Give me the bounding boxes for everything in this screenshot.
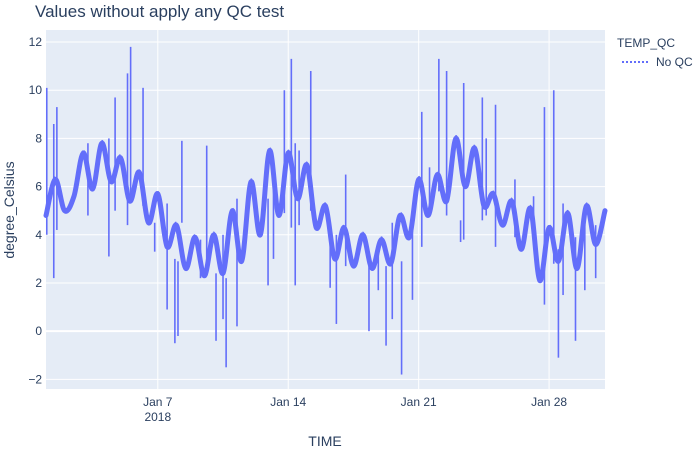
y-tick-label: 2 xyxy=(35,276,42,290)
y-tick-label: −2 xyxy=(28,372,42,386)
x-tick-label: Jan 28 xyxy=(531,395,567,409)
series-no-qc xyxy=(43,46,608,375)
legend-entry-no-qc[interactable]: No QC xyxy=(656,55,693,69)
x-tick-label: Jan 7 xyxy=(143,395,173,409)
series-line-no-qc-texture xyxy=(45,135,606,279)
y-axis-title: degree_Celsius xyxy=(1,161,17,258)
y-tick-label: 6 xyxy=(35,180,42,194)
legend[interactable]: TEMP_QC No QC xyxy=(617,36,693,69)
x-tick-label: Jan 14 xyxy=(270,395,306,409)
y-tick-label: 0 xyxy=(35,324,42,338)
y-tick-label: 12 xyxy=(29,35,43,49)
y-tick-label: 10 xyxy=(29,83,43,97)
x-tick-label: Jan 21 xyxy=(401,395,437,409)
x-axis-title: TIME xyxy=(308,433,341,449)
legend-title: TEMP_QC xyxy=(617,36,675,50)
x-tick-sublabel: 2018 xyxy=(144,410,171,424)
y-tick-labels: −2 0 2 4 6 8 10 12 xyxy=(28,35,42,386)
chart-title: Values without apply any QC test xyxy=(35,2,284,21)
y-tick-label: 4 xyxy=(35,228,42,242)
y-gridlines xyxy=(46,41,605,380)
y-tick-label: 8 xyxy=(35,131,42,145)
